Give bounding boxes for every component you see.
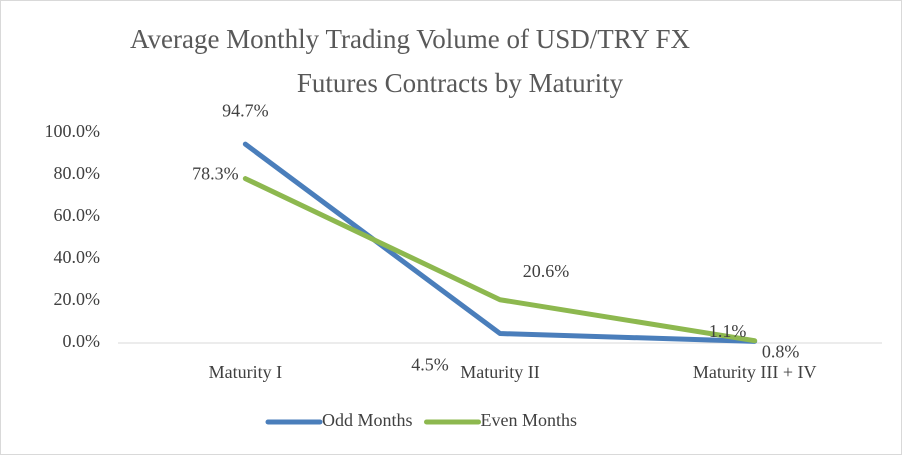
y-tick-label: 100.0% <box>45 121 101 141</box>
x-tick-label: Maturity III + IV <box>693 362 817 382</box>
data-label: 0.8% <box>762 341 800 361</box>
y-tick-label: 0.0% <box>63 331 101 351</box>
y-tick-label: 80.0% <box>54 163 101 183</box>
series-line <box>242 176 758 344</box>
data-label: 4.5% <box>411 355 449 375</box>
chart-title: Futures Contracts by Maturity <box>297 68 624 98</box>
y-tick-label: 40.0% <box>54 247 101 267</box>
data-label: 78.3% <box>192 164 239 184</box>
x-tick-label: Maturity II <box>460 362 539 382</box>
y-tick-label: 60.0% <box>54 205 101 225</box>
data-label: 20.6% <box>523 261 570 281</box>
chart-title: Average Monthly Trading Volume of USD/TR… <box>130 24 691 54</box>
x-tick-label: Maturity I <box>209 362 283 382</box>
y-tick-label: 20.0% <box>54 289 101 309</box>
legend-label: Even Months <box>481 410 578 430</box>
data-label: 1.1% <box>709 321 747 341</box>
data-label: 94.7% <box>222 100 269 120</box>
series-line <box>242 141 758 344</box>
legend-label: Odd Months <box>322 410 413 430</box>
